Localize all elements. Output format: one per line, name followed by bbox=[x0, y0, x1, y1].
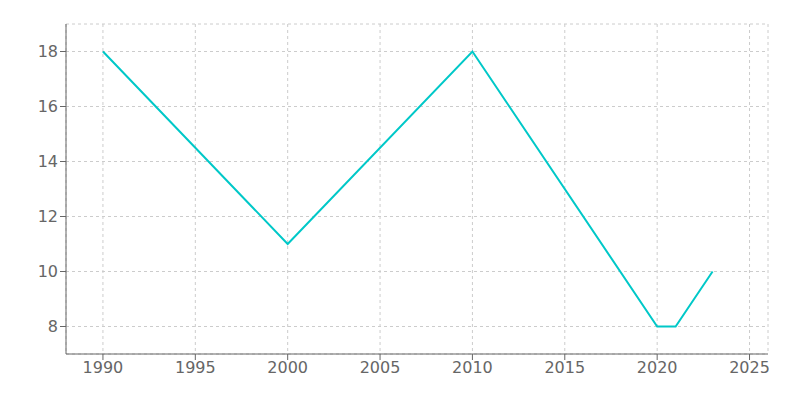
svg-text:2000: 2000 bbox=[267, 358, 308, 377]
svg-text:16: 16 bbox=[38, 97, 58, 116]
svg-text:1990: 1990 bbox=[83, 358, 124, 377]
svg-text:14: 14 bbox=[38, 152, 58, 171]
svg-text:10: 10 bbox=[38, 262, 58, 281]
svg-text:2015: 2015 bbox=[544, 358, 585, 377]
svg-text:8: 8 bbox=[48, 317, 58, 336]
svg-text:18: 18 bbox=[38, 42, 58, 61]
svg-text:2020: 2020 bbox=[637, 358, 678, 377]
svg-text:2005: 2005 bbox=[360, 358, 401, 377]
svg-text:2010: 2010 bbox=[452, 358, 493, 377]
svg-text:2025: 2025 bbox=[729, 358, 770, 377]
svg-text:1995: 1995 bbox=[175, 358, 216, 377]
svg-text:12: 12 bbox=[38, 207, 58, 226]
